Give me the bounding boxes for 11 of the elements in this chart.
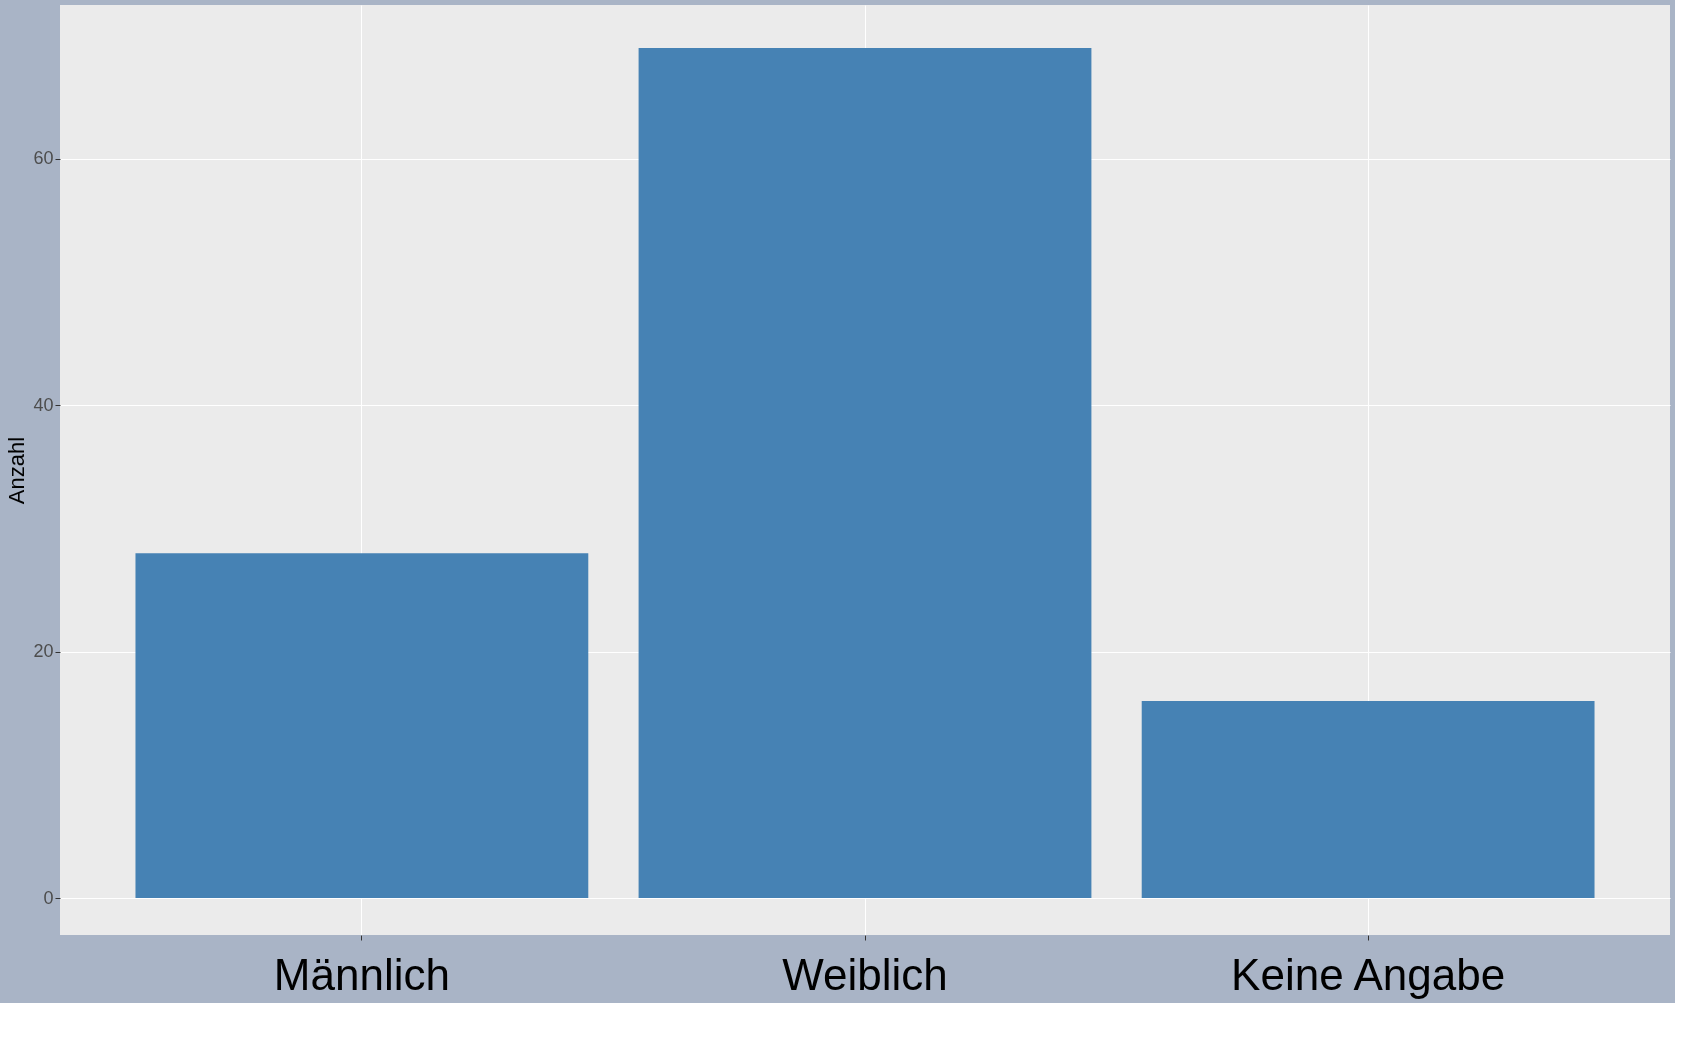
bar — [638, 48, 1092, 899]
bar — [1141, 700, 1595, 899]
x-tick-label: Keine Angabe — [1231, 949, 1506, 999]
x-tick-label: Männlich — [273, 949, 450, 999]
y-tick-label: 20 — [33, 641, 54, 662]
y-tick-label: 0 — [43, 887, 54, 908]
y-axis-title: Anzahl — [4, 436, 30, 505]
x-tick-label: Weiblich — [782, 949, 948, 999]
y-tick-label: 60 — [33, 148, 54, 169]
y-tick-label: 40 — [33, 394, 54, 415]
bar — [135, 553, 589, 899]
